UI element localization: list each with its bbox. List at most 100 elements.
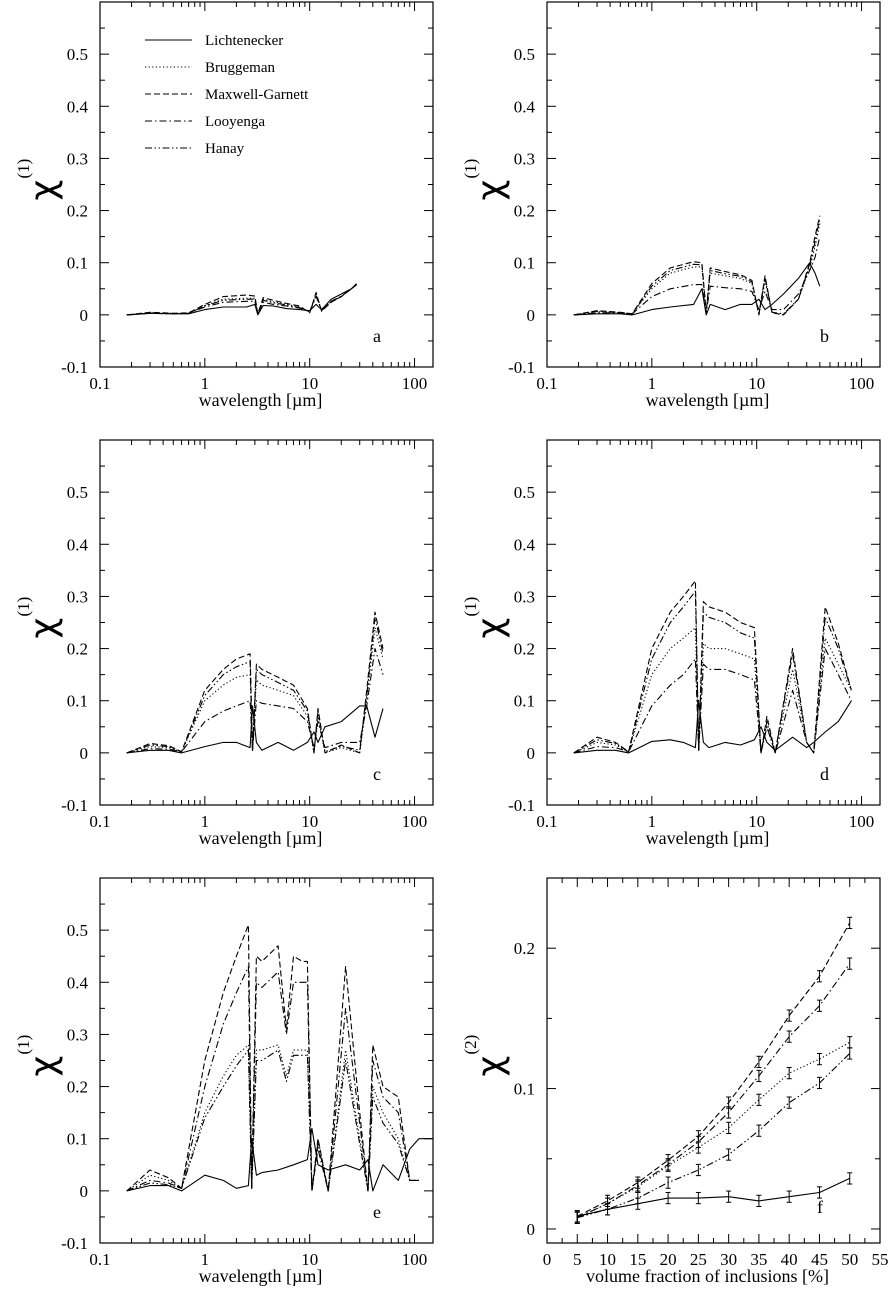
error-bar — [756, 1093, 762, 1106]
series-line-hanay — [577, 1053, 851, 1219]
series-group — [573, 580, 852, 754]
y-tick-label: 0.1 — [67, 692, 88, 711]
y-tick-label: -0.1 — [61, 358, 88, 377]
y-axis-superscript: (1) — [14, 597, 33, 617]
panel-a: -0.1 0 0.1 0.2 0.3 0.4 0.5 0.1 1 10 100 wavelength … — [14, 1, 434, 410]
y-tick-label: 0 — [527, 744, 536, 763]
series-group — [574, 916, 853, 1224]
y-axis-superscript: (1) — [461, 597, 480, 617]
x-axis-label: wavelength [µm] — [646, 390, 770, 410]
x-tick-label: 10 — [748, 812, 765, 831]
error-bar — [847, 1036, 853, 1049]
x-tick-label: 0.1 — [536, 374, 557, 393]
legend-item: Hanay — [145, 141, 245, 157]
series-line-hanay — [126, 1049, 419, 1192]
x-tick-label: 1 — [201, 1250, 210, 1269]
y-tick-label: 0.5 — [67, 483, 88, 502]
y-tick-label: 0.1 — [514, 254, 535, 273]
x-tick-label: 1 — [201, 812, 210, 831]
error-bar — [816, 1186, 822, 1199]
error-bar — [786, 1096, 792, 1109]
y-tick-label: 0.5 — [67, 45, 88, 64]
y-axis-label: χ(1) — [14, 1035, 64, 1077]
x-tick-label: 100 — [402, 1250, 428, 1269]
legend-item: Looyenga — [145, 114, 265, 130]
series-line-looyenga — [126, 966, 419, 1192]
x-tick-label: 1 — [201, 374, 210, 393]
x-tick-label: 100 — [849, 374, 875, 393]
x-tick-label: 35 — [750, 1250, 767, 1269]
y-tick-label: 0.5 — [514, 483, 535, 502]
x-axis-label: wavelength [µm] — [199, 828, 323, 848]
y-axis-label: χ(1) — [461, 597, 511, 639]
x-axis-label: wavelength [µm] — [199, 390, 323, 410]
panel-f: 0 0.1 0.2 0 5 10 15 20 25 30 35 40 45 50 55 volume frac… — [461, 877, 889, 1286]
y-tick-label: 0.3 — [514, 587, 535, 606]
x-tick-label: 15 — [629, 1250, 646, 1269]
error-bar — [847, 916, 853, 930]
error-bar — [665, 1158, 671, 1171]
y-tick-label: -0.1 — [508, 796, 535, 815]
series-line-bruggeman — [573, 223, 821, 316]
error-bar — [665, 1176, 671, 1189]
y-axis-superscript: (1) — [461, 159, 480, 179]
series-line-bruggeman — [126, 1044, 419, 1192]
panel-d: -0.1 0 0.1 0.2 0.3 0.4 0.5 0.1 1 10 100 wavelength … — [461, 439, 881, 848]
x-tick-label: 50 — [841, 1250, 858, 1269]
series-line-hanay — [126, 616, 384, 754]
y-tick-label: 0.2 — [514, 640, 535, 659]
series-line-looyenga — [126, 648, 384, 754]
x-tick-label: 100 — [402, 812, 428, 831]
series-line-lichtenecker — [126, 283, 357, 316]
error-bar — [726, 1121, 732, 1134]
y-tick-label: 0.2 — [514, 202, 535, 221]
x-tick-label: 100 — [402, 374, 428, 393]
series-line-lichtenecker — [126, 705, 384, 754]
y-tick-label: 0.2 — [67, 202, 88, 221]
y-axis-superscript: (1) — [14, 159, 33, 179]
panel-b: -0.1 0 0.1 0.2 0.3 0.4 0.5 0.1 1 10 100 wavelength … — [461, 1, 881, 410]
y-tick-label: 0 — [527, 306, 536, 325]
series-line-lichtenecker — [126, 1127, 433, 1192]
error-bar — [695, 1191, 701, 1205]
series-group — [573, 215, 821, 316]
x-tick-label: 5 — [573, 1250, 582, 1269]
x-tick-label: 40 — [781, 1250, 798, 1269]
panel-e: -0.1 0 0.1 0.2 0.3 0.4 0.5 0.1 1 10 100 wavelength … — [14, 877, 434, 1286]
x-axis-label: wavelength [µm] — [199, 1266, 323, 1286]
series-line-hanay — [573, 590, 852, 754]
panel-letter: e — [373, 1202, 381, 1222]
y-axis-label: χ(2) — [461, 1035, 511, 1077]
panel-letter: a — [373, 326, 381, 346]
error-bar — [726, 1190, 732, 1203]
y-tick-label: 0.1 — [514, 692, 535, 711]
x-tick-label: 100 — [849, 812, 875, 831]
panel-letter: c — [373, 764, 381, 784]
y-axis-symbol: χ — [470, 180, 511, 201]
y-tick-label: 0.4 — [514, 535, 536, 554]
series-line-bruggeman — [573, 627, 852, 754]
x-tick-label: 20 — [660, 1250, 677, 1269]
y-tick-label: 0.1 — [514, 1080, 535, 1099]
x-tick-label: 0.1 — [536, 812, 557, 831]
error-bar — [665, 1191, 671, 1205]
error-bar — [756, 1194, 762, 1207]
error-bar — [695, 1135, 701, 1149]
series-line-maxwell-garnett — [573, 580, 852, 754]
error-bar — [605, 1203, 611, 1216]
error-bar — [695, 1163, 701, 1177]
axes-frame — [546, 1, 881, 368]
error-bar — [726, 1148, 732, 1161]
error-bar — [847, 1172, 853, 1185]
y-tick-label: 0 — [80, 1182, 89, 1201]
legend-label: Maxwell-Garnett — [205, 87, 309, 103]
legend-label: Bruggeman — [205, 60, 275, 76]
y-tick-label: 0 — [527, 1220, 536, 1239]
error-bar — [756, 1069, 762, 1083]
panel-letter: d — [820, 764, 829, 784]
x-axis-label: wavelength [µm] — [646, 828, 770, 848]
y-tick-label: 0.4 — [67, 973, 89, 992]
error-bar — [816, 999, 822, 1012]
y-tick-label: 0.2 — [67, 640, 88, 659]
x-tick-label: 0 — [543, 1250, 552, 1269]
